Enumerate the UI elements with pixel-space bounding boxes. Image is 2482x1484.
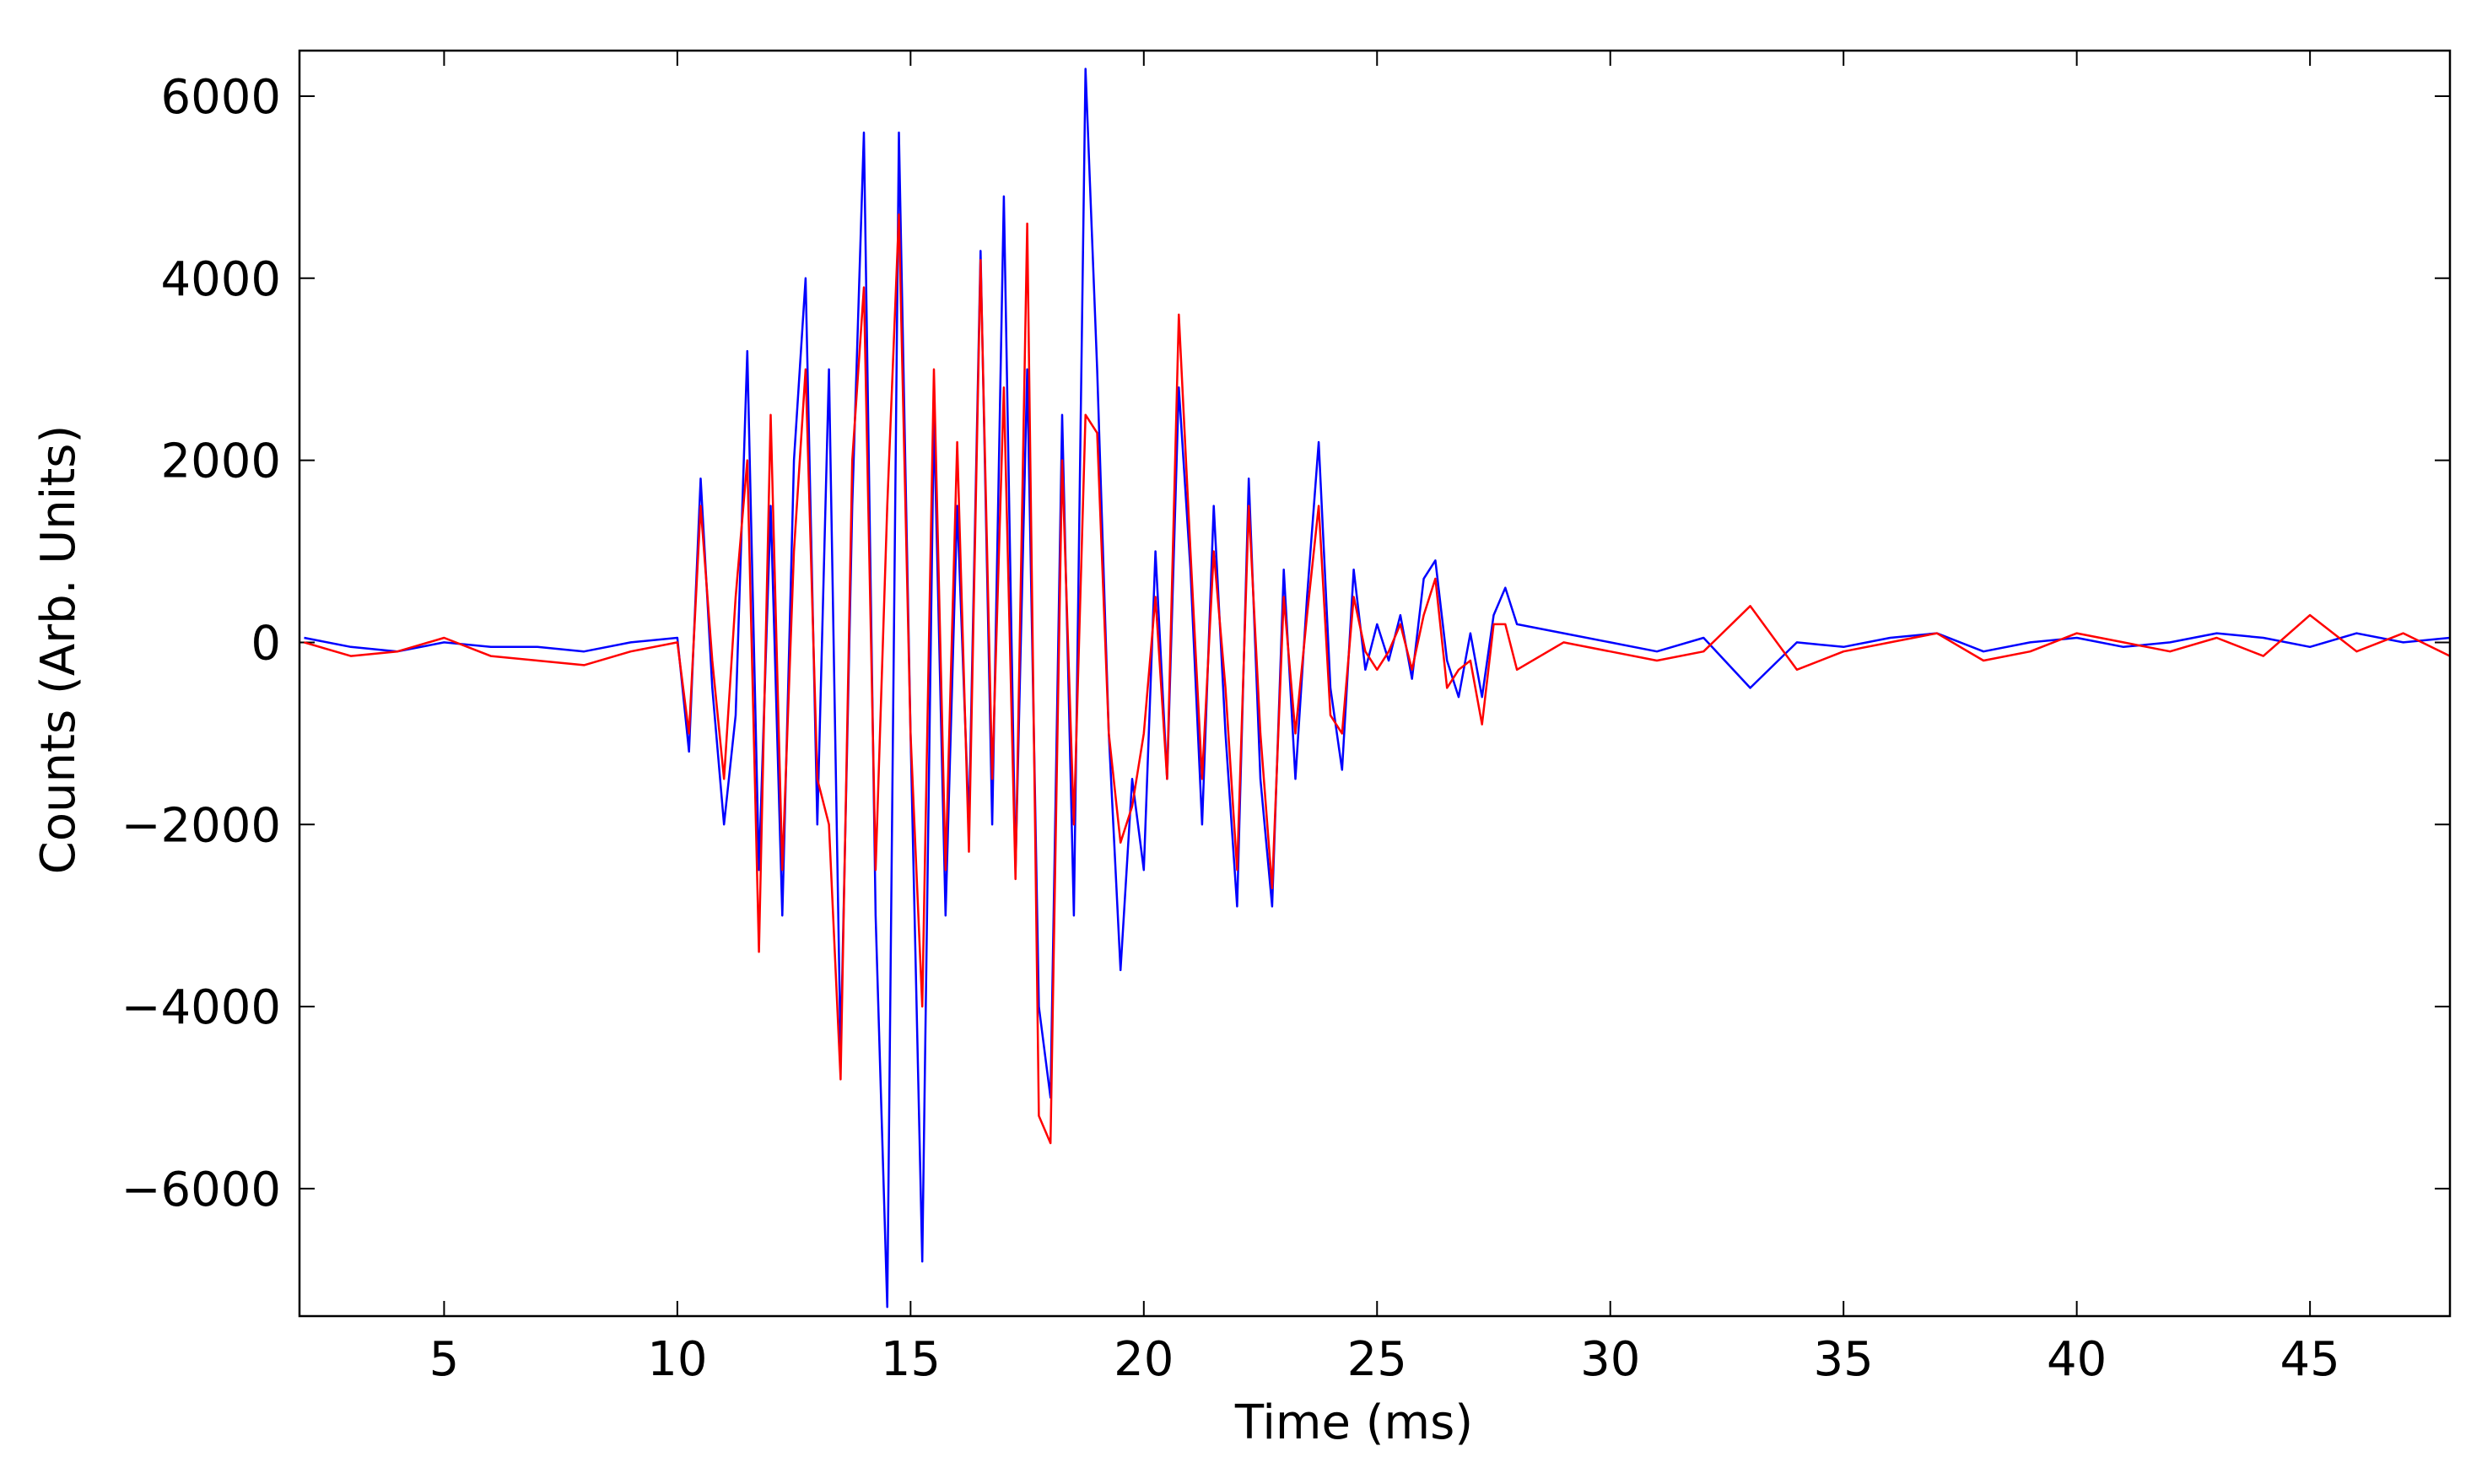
x-tick-label: 30 [1580,1332,1640,1387]
x-axis-label: Time (ms) [1234,1395,1473,1450]
x-tick-label: 20 [1114,1332,1174,1387]
data-line [304,213,2450,1145]
x-tick-label: 10 [647,1332,707,1387]
data-line [304,67,2450,1309]
x-tick-label: 45 [2280,1332,2339,1387]
y-tick-label: 6000 [160,70,281,125]
x-tick-label: 15 [881,1332,941,1387]
y-axis-label: Counts (Arb. Units) [31,425,86,875]
y-tick-label: 4000 [160,252,281,307]
x-tick-label: 25 [1347,1332,1407,1387]
y-tick-label: 0 [251,616,281,671]
y-tick-label: −4000 [121,980,281,1035]
y-tick-label: 2000 [160,434,281,489]
y-tick-label: −6000 [121,1163,281,1217]
x-tick-label: 5 [429,1332,460,1387]
plot-frame [298,49,2452,1318]
x-tick-label: 40 [2047,1332,2107,1387]
y-tick-label: −2000 [121,798,281,853]
x-tick-label: 35 [1814,1332,1874,1387]
